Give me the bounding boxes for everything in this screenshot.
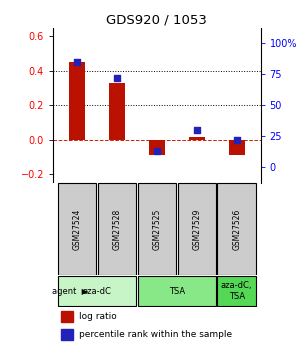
Text: GSM27528: GSM27528 <box>112 208 122 250</box>
Text: aza-dC: aza-dC <box>82 287 112 296</box>
Text: aza-dC,
TSA: aza-dC, TSA <box>221 282 252 301</box>
Bar <box>189 137 205 140</box>
Bar <box>58 183 96 275</box>
Text: GSM27529: GSM27529 <box>192 208 201 250</box>
Bar <box>178 183 216 275</box>
Text: percentile rank within the sample: percentile rank within the sample <box>79 331 232 339</box>
Bar <box>69 62 85 140</box>
Point <box>234 137 239 143</box>
Text: GSM27526: GSM27526 <box>232 208 241 250</box>
Bar <box>229 140 245 155</box>
Bar <box>149 140 165 155</box>
Bar <box>138 276 216 306</box>
Text: TSA: TSA <box>169 287 185 296</box>
Bar <box>109 83 125 140</box>
Bar <box>98 183 136 275</box>
Bar <box>138 183 176 275</box>
Text: GSM27525: GSM27525 <box>152 208 161 250</box>
Bar <box>58 276 136 306</box>
Text: GSM27524: GSM27524 <box>72 208 82 250</box>
Point <box>155 149 159 154</box>
Bar <box>61 311 73 322</box>
Bar <box>218 276 256 306</box>
Title: GDS920 / 1053: GDS920 / 1053 <box>106 13 207 27</box>
Text: agent  ▶: agent ▶ <box>52 287 88 296</box>
Point <box>75 59 79 65</box>
Text: log ratio: log ratio <box>79 312 117 321</box>
Bar <box>61 329 73 341</box>
Bar <box>218 183 256 275</box>
Point <box>194 127 199 133</box>
Point <box>115 75 119 81</box>
